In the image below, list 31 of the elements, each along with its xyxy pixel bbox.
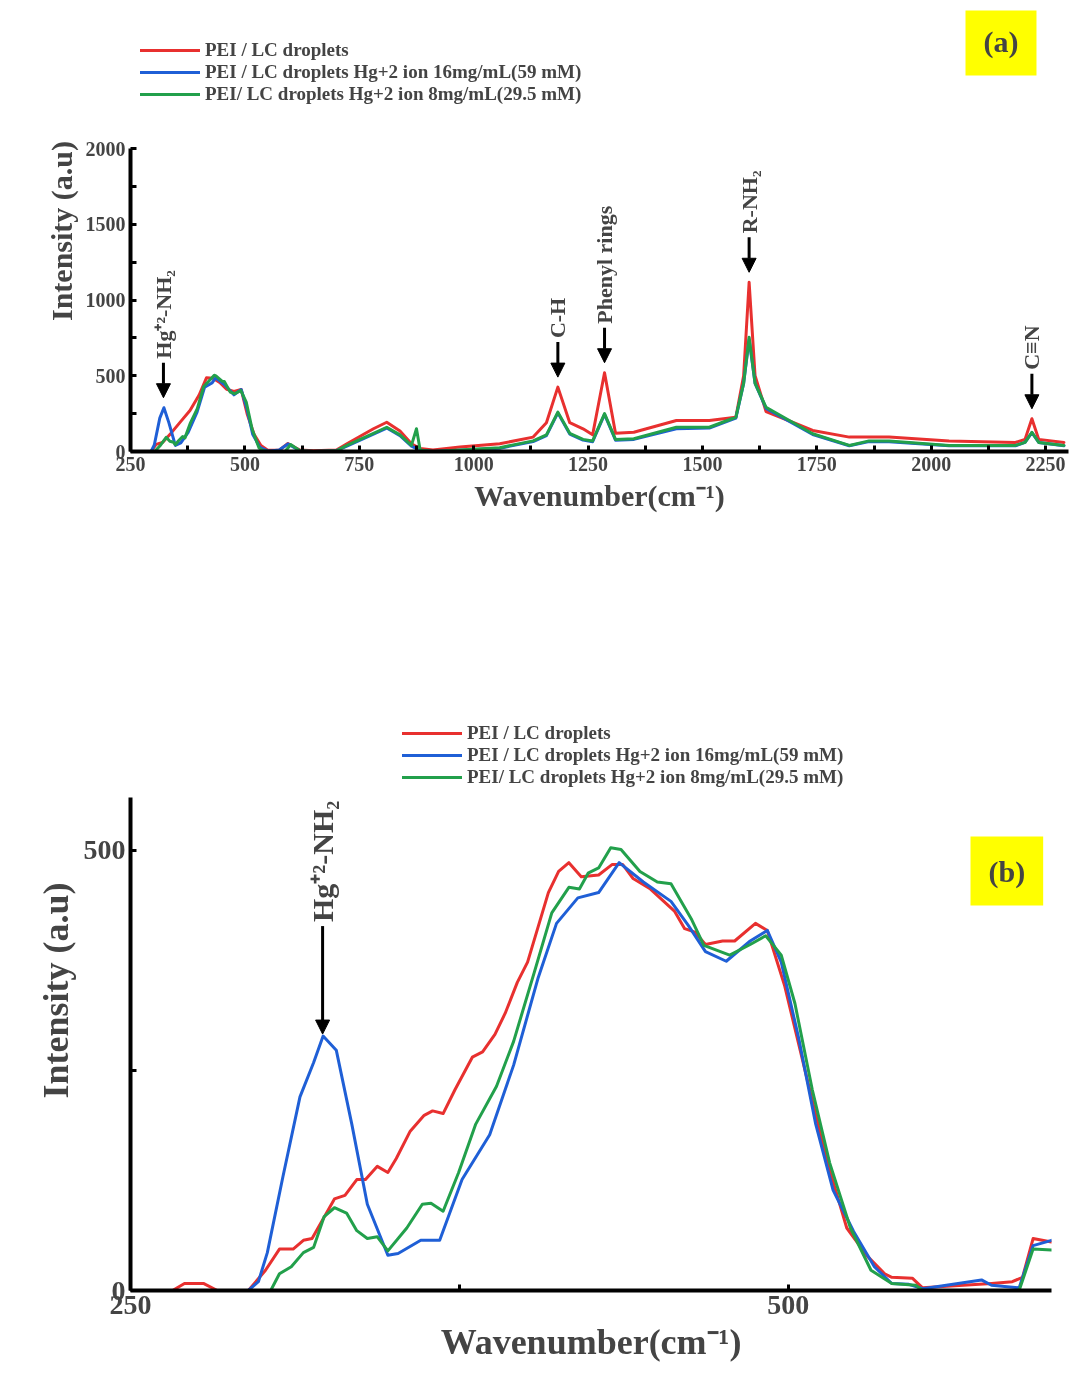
annotation: R-NH₂ [736,170,762,234]
legend-label: PEI/ LC droplets Hg+2 ion 8mg/mL(29.5 mM) [205,83,582,105]
x-tick-label: 500 [229,452,260,475]
annotation: (b) [988,854,1026,889]
x-tick-label: 750 [344,452,375,475]
x-tick-label: 1000 [453,452,494,475]
x-tick-label: 1250 [568,452,609,475]
x-tick-label: 2000 [911,452,952,475]
annotation: Phenyl rings [592,205,618,324]
legend-label: PEI / LC droplets Hg+2 ion 16mg/mL(59 mM) [467,744,844,766]
y-tick-label: 500 [83,834,126,866]
legend-label: PEI / LC droplets Hg+2 ion 16mg/mL(59 mM) [205,61,582,83]
x-axis-title: Wavenumber(cm⁻¹) [474,478,725,513]
legend-label: PEI / LC droplets [205,39,349,61]
x-tick-label: 1500 [682,452,723,475]
y-tick-label: 1000 [85,289,126,311]
y-tick-label: 500 [95,364,126,387]
annotation: C≡N [1019,325,1045,370]
annotation: Hg⁺²-NH₂ [306,800,340,923]
x-tick-label: 2250 [1025,452,1066,475]
annotation: C-H [545,297,571,339]
legend-label: PEI / LC droplets [467,722,611,744]
text: (a) [983,24,1019,59]
legend-label: PEI/ LC droplets Hg+2 ion 8mg/mL(29.5 mM) [467,766,844,788]
annotation: Hg⁺²-NH₂ [150,269,176,359]
y-tick-label: 1500 [85,213,126,236]
y-axis-title: Intensity (a.u) [35,882,76,1099]
y-axis-title: Intensity (a.u) [44,140,79,322]
y-tick-label: 2000 [85,137,126,160]
x-tick-label: 1750 [796,452,837,475]
x-axis-title: Wavenumber(cm⁻¹) [440,1321,742,1362]
